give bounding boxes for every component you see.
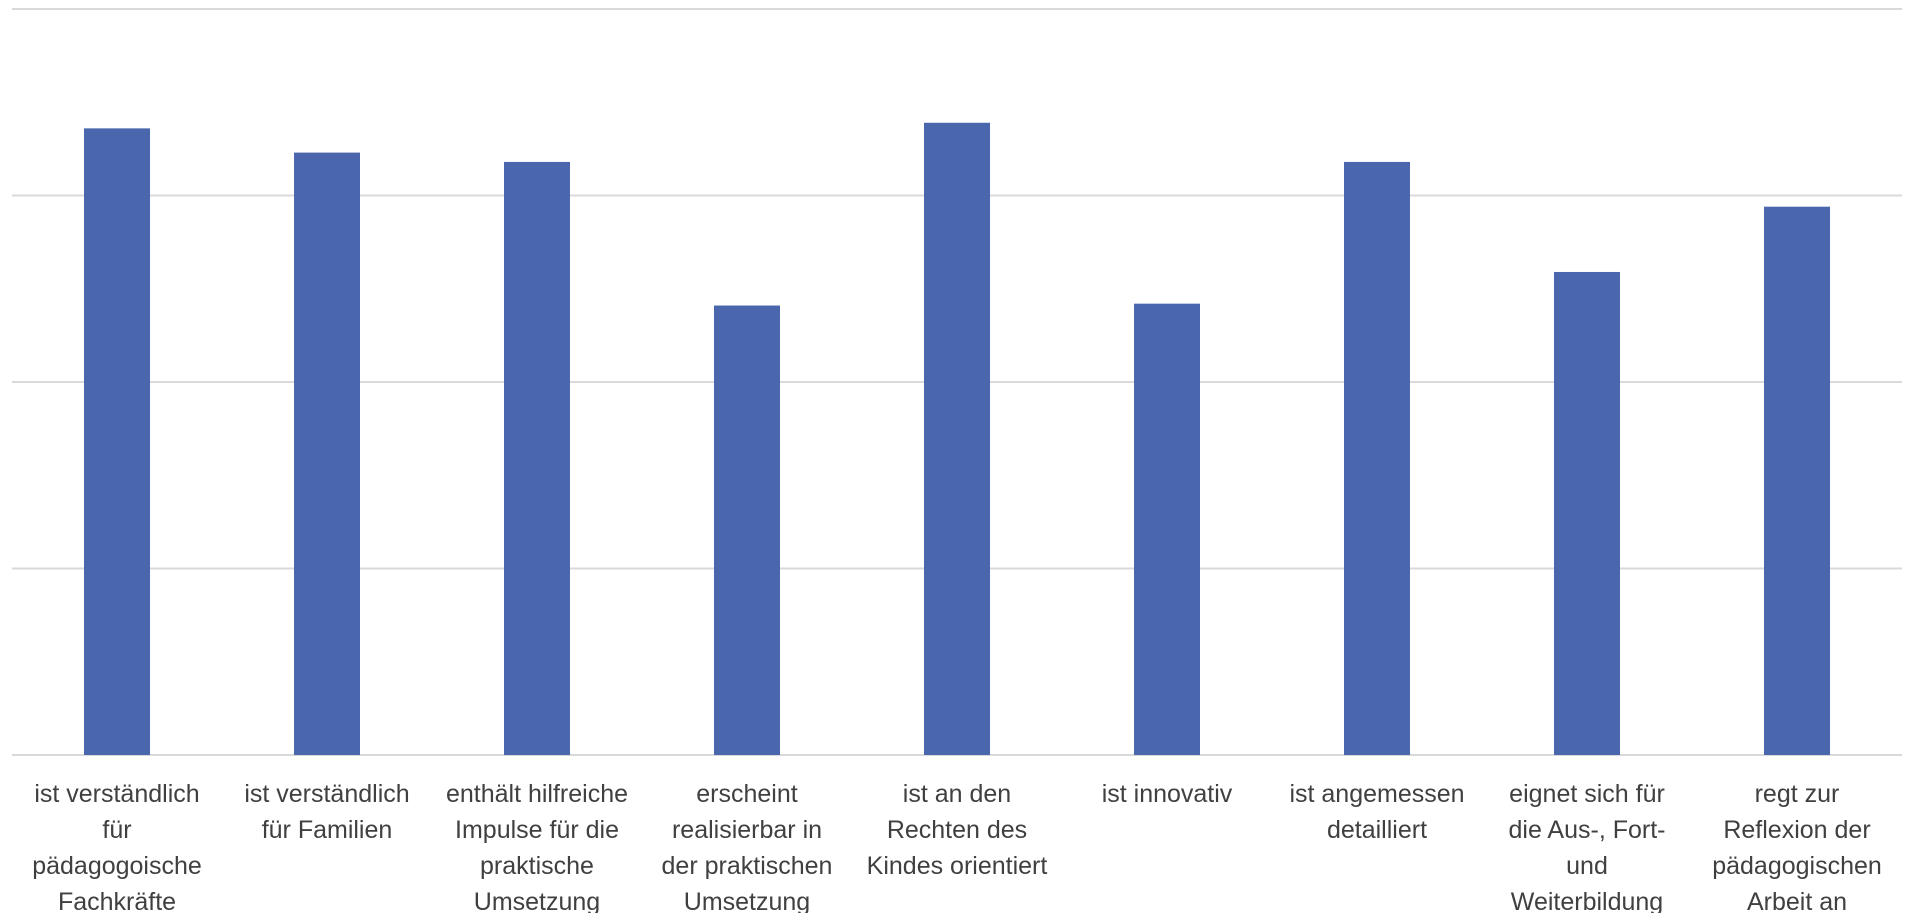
category-label-8: eignet sich für die Aus-, Fort-und Weiterb… bbox=[1509, 780, 1666, 913]
category-label-1: ist verständlich für pädagogoische Fachkräf… bbox=[32, 780, 202, 913]
category-label-line: Arbeit an bbox=[1747, 888, 1847, 913]
bar-2 bbox=[294, 152, 360, 756]
bar-8 bbox=[1554, 271, 1620, 755]
category-label-line: und bbox=[1566, 852, 1608, 880]
category-label-line: für Familien bbox=[262, 816, 393, 844]
category-label-5: ist an den Rechten des Kindes orientiert bbox=[867, 780, 1048, 880]
bar-4 bbox=[714, 305, 780, 755]
category-label-line: Umsetzung bbox=[474, 888, 600, 913]
category-labels: ist verständlich für pädagogoische Fachkräf… bbox=[32, 780, 1882, 913]
category-label-line: eignet sich für bbox=[1509, 780, 1665, 808]
category-label-9: regt zur Reflexion der pädagogischen Arbeit… bbox=[1712, 780, 1882, 913]
category-label-line: erscheint bbox=[696, 780, 797, 808]
category-label-line: Reflexion der bbox=[1723, 816, 1870, 844]
category-label-7: ist angemessen detailliert bbox=[1289, 780, 1464, 844]
category-label-2: ist verständlich für Familien bbox=[244, 780, 409, 844]
category-label-line: ist innovativ bbox=[1102, 780, 1233, 808]
category-label-line: Weiterbildung bbox=[1511, 888, 1663, 913]
bar-3 bbox=[504, 161, 570, 755]
category-label-line: ist verständlich bbox=[34, 780, 199, 808]
category-label-6: ist innovativ bbox=[1102, 780, 1233, 808]
category-label-line: ist angemessen bbox=[1289, 780, 1464, 808]
category-label-line: ist verständlich bbox=[244, 780, 409, 808]
category-label-3: enthält hilfreiche Impulse für die praktis… bbox=[446, 780, 628, 913]
category-label-line: Fachkräfte bbox=[58, 888, 176, 913]
category-label-line: regt zur bbox=[1755, 780, 1840, 808]
category-label-line: Kindes orientiert bbox=[867, 852, 1048, 880]
category-label-line: detailliert bbox=[1327, 816, 1427, 844]
category-label-line: pädagogischen bbox=[1712, 852, 1882, 880]
category-label-line: Rechten des bbox=[887, 816, 1027, 844]
category-label-line: der praktischen bbox=[662, 852, 833, 880]
category-label-line: realisierbar in bbox=[672, 816, 822, 844]
category-label-line: praktische bbox=[480, 852, 594, 880]
category-label-line: ist an den bbox=[903, 780, 1011, 808]
bar-9 bbox=[1764, 206, 1830, 755]
bar-1 bbox=[84, 128, 150, 756]
category-label-line: Umsetzung bbox=[684, 888, 810, 913]
category-label-line: enthält hilfreiche bbox=[446, 780, 628, 808]
bar-7 bbox=[1344, 161, 1410, 755]
category-label-line: die Aus-, Fort- bbox=[1509, 816, 1666, 844]
category-label-line: Impulse für die bbox=[455, 816, 619, 844]
bars bbox=[84, 122, 1830, 756]
category-label-line: für bbox=[102, 816, 131, 844]
category-label-line: pädagogoische bbox=[32, 852, 202, 880]
category-label-4: erscheint realisierbar in der praktischen U… bbox=[662, 780, 833, 913]
bar-6 bbox=[1134, 303, 1200, 755]
bar-5 bbox=[924, 122, 990, 755]
